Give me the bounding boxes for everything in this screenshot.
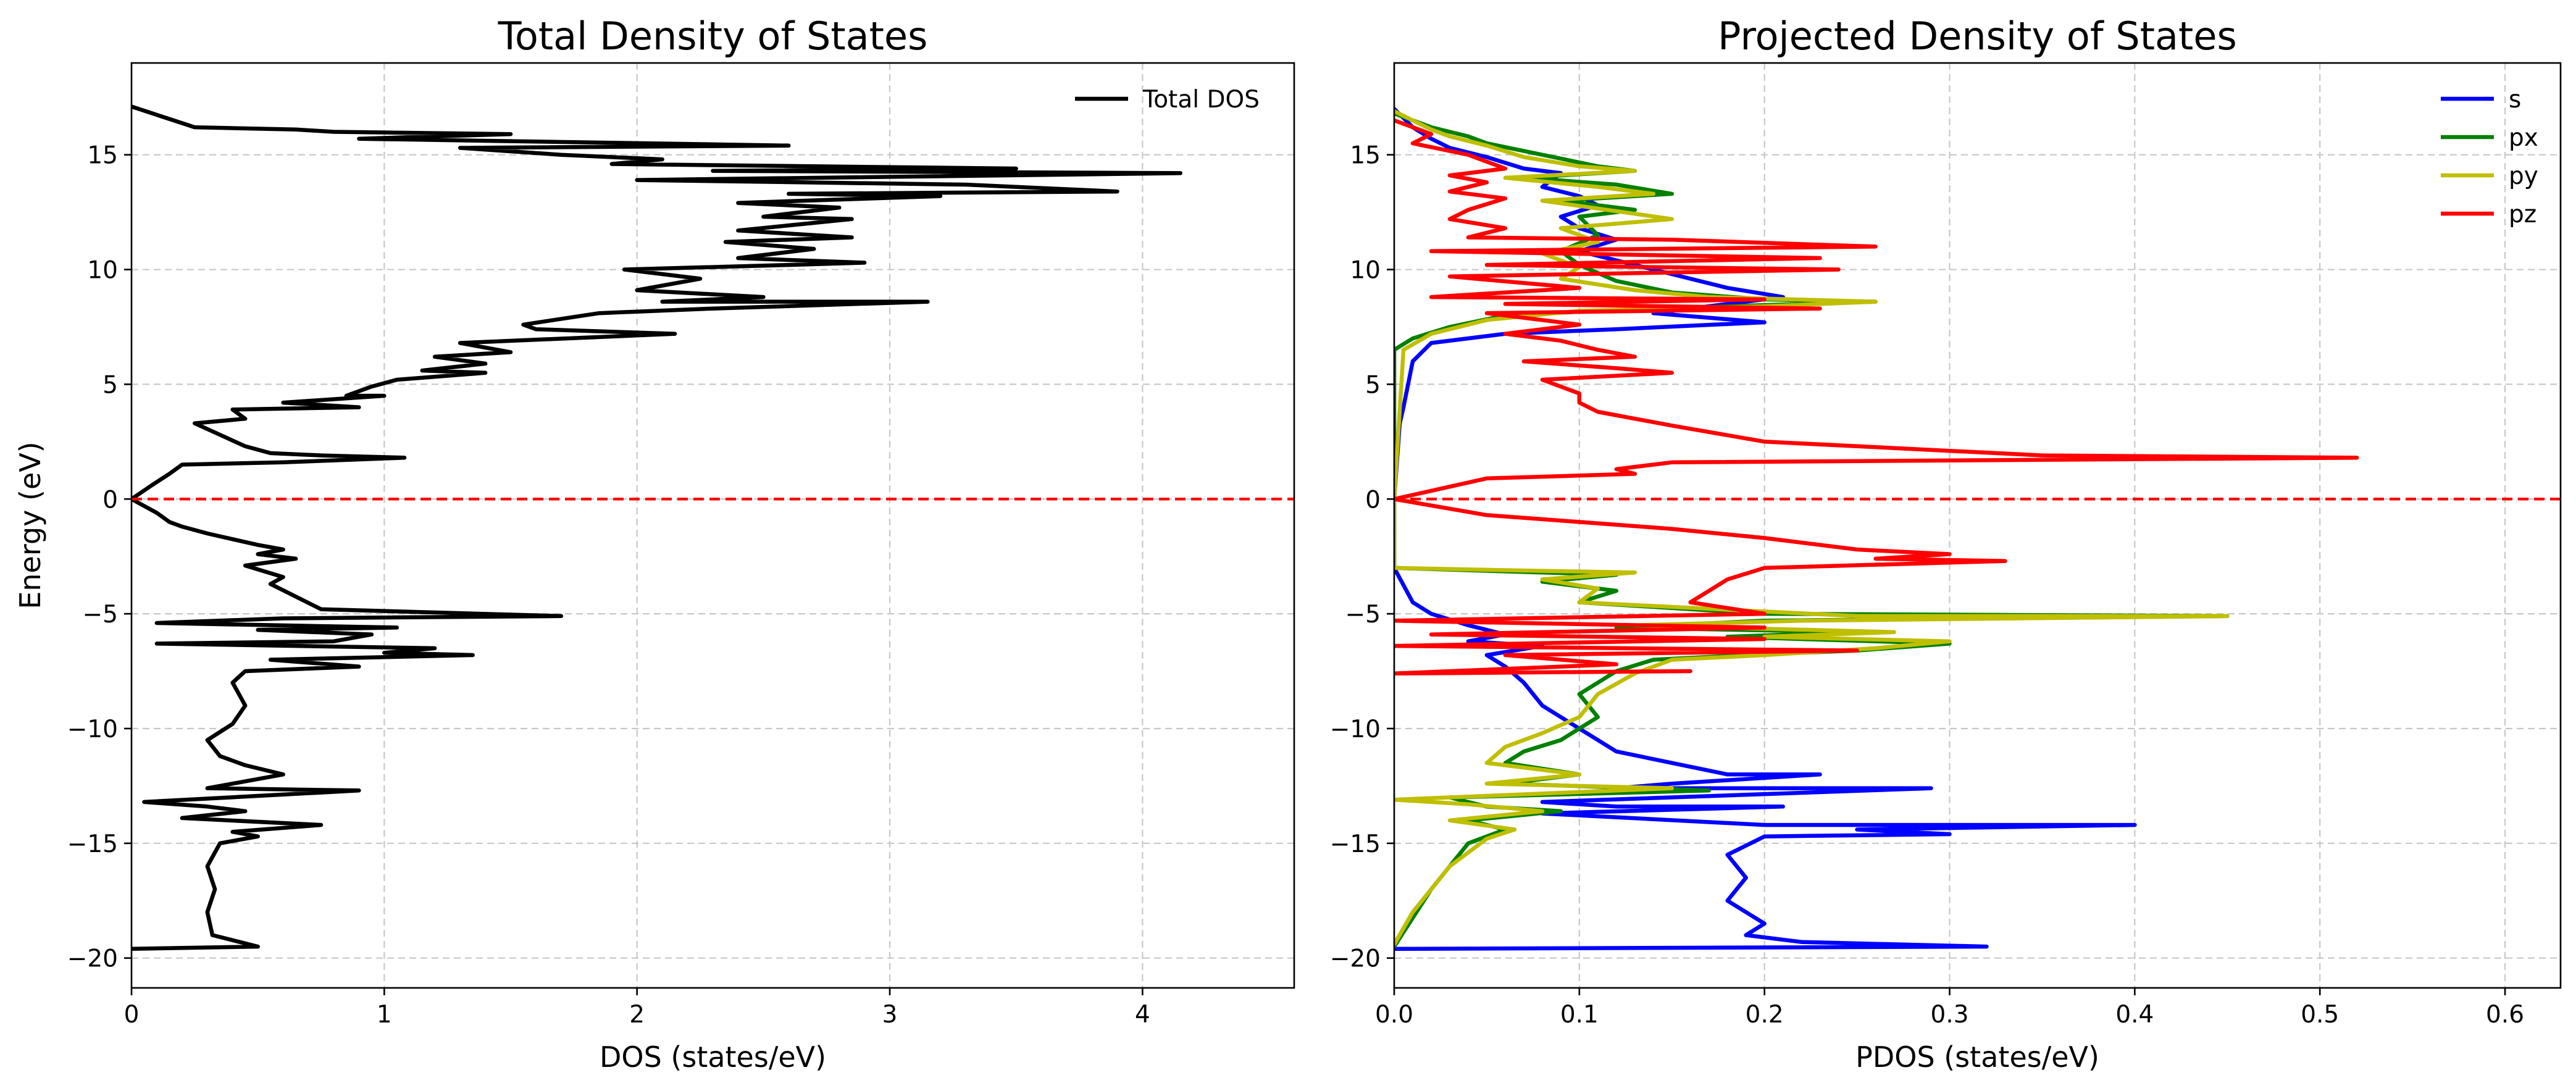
y-axis-label: Energy (eV) bbox=[14, 441, 47, 609]
x-axis-label: DOS (states/eV) bbox=[600, 1040, 826, 1074]
legend-label: s bbox=[2509, 86, 2521, 114]
series-line-s bbox=[1394, 107, 2137, 951]
legend-label: py bbox=[2509, 162, 2538, 190]
x-tick-label: 3 bbox=[882, 1001, 898, 1029]
plot-frame bbox=[1393, 62, 2562, 989]
x-tick-label: 0 bbox=[124, 1001, 140, 1029]
y-tick-label: 5 bbox=[102, 371, 118, 399]
y-tick-label: −10 bbox=[1330, 716, 1381, 743]
x-tick-label: 0.4 bbox=[2115, 1001, 2154, 1029]
y-tick-label: −15 bbox=[67, 830, 118, 858]
x-tick-label: 2 bbox=[629, 1001, 645, 1029]
y-tick-label: −15 bbox=[1330, 830, 1381, 858]
x-tick-label: 0.1 bbox=[1560, 1001, 1599, 1029]
x-tick-label: 1 bbox=[377, 1001, 392, 1029]
chart-panel-2: 0.0 0.1 0.2 0.3 0.4 0.5 0.6 −20 −15 −10 −5 0 5 10 15 Pr… bbox=[1330, 14, 2562, 1074]
y-tick-label: 15 bbox=[1350, 142, 1381, 170]
y-tick-label: 5 bbox=[1365, 371, 1381, 399]
legend-label: px bbox=[2509, 124, 2538, 152]
x-tick-label: 0.0 bbox=[1375, 1001, 1413, 1029]
legend: Total DOS bbox=[1075, 86, 1260, 114]
chart-title: Total Density of States bbox=[498, 14, 928, 59]
x-tick-label: 0.2 bbox=[1746, 1001, 1784, 1029]
plot-frame bbox=[130, 62, 1295, 989]
series-line-pz bbox=[1394, 118, 2359, 676]
legend-label: pz bbox=[2509, 201, 2536, 228]
x-tick-label: 0.6 bbox=[2486, 1001, 2524, 1029]
chart-panel-1: 0 1 2 3 4 −20 −15 −10 −5 0 5 10 15 Total Density of S… bbox=[14, 14, 1295, 1074]
y-tick-label: −20 bbox=[67, 945, 118, 973]
x-tick-label: 4 bbox=[1135, 1001, 1150, 1029]
series-group bbox=[132, 104, 1183, 951]
y-tick-label: 15 bbox=[87, 142, 118, 170]
y-tick-label: 0 bbox=[1365, 486, 1381, 514]
series-line-total-dos bbox=[132, 104, 1183, 951]
legend: s px py pz bbox=[2441, 86, 2538, 228]
chart-title: Projected Density of States bbox=[1718, 14, 2237, 59]
series-line-py bbox=[1394, 109, 2230, 947]
series-group bbox=[1394, 107, 2359, 951]
y-tick-label: −5 bbox=[83, 601, 119, 629]
y-tick-label: 10 bbox=[1350, 257, 1381, 285]
y-tick-label: −5 bbox=[1345, 601, 1381, 629]
y-tick-label: −20 bbox=[1330, 945, 1381, 973]
legend-label: Total DOS bbox=[1142, 86, 1260, 114]
y-tick-label: 10 bbox=[87, 257, 118, 285]
x-tick-label: 0.5 bbox=[2301, 1001, 2339, 1029]
x-tick-label: 0.3 bbox=[1931, 1001, 1969, 1029]
y-tick-label: 0 bbox=[102, 486, 118, 514]
y-tick-label: −10 bbox=[67, 716, 118, 743]
x-axis-label: PDOS (states/eV) bbox=[1855, 1040, 2099, 1074]
